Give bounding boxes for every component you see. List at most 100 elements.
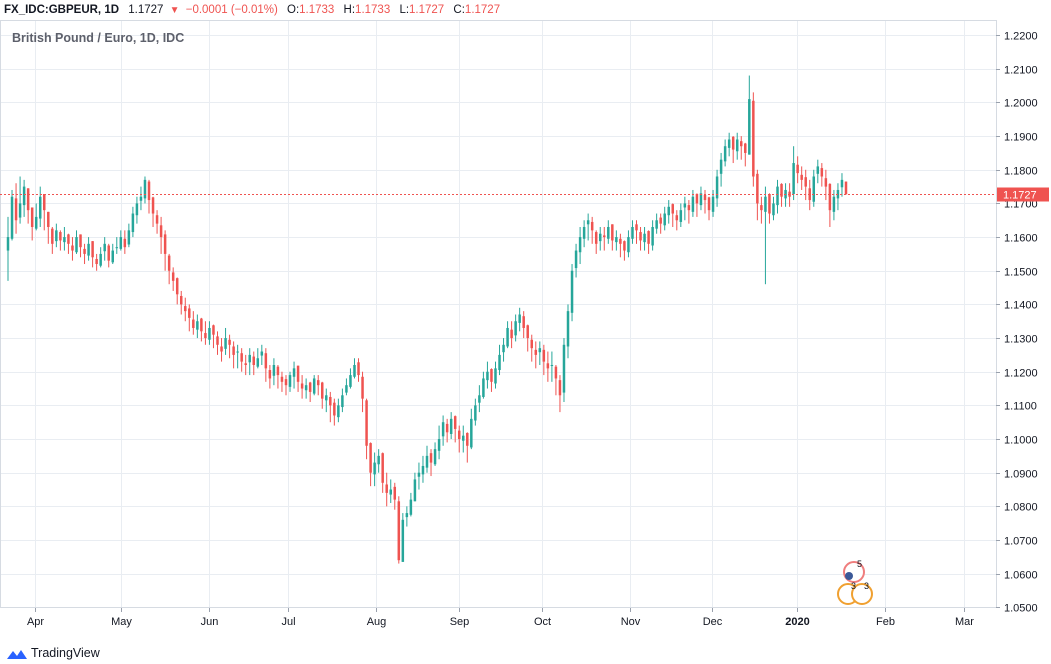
candle-body — [381, 453, 384, 483]
candle — [623, 240, 626, 261]
candle-body — [377, 455, 380, 465]
candle-body — [115, 247, 119, 249]
candle — [349, 368, 352, 389]
candle-body — [6, 237, 10, 251]
y-tick-label: 1.2200 — [1004, 31, 1038, 43]
last-price-value: 1.1727 — [128, 4, 164, 16]
close-value: 1.1727 — [464, 4, 501, 16]
candle — [6, 216, 10, 281]
candle-body — [280, 376, 284, 382]
candle-body — [437, 439, 441, 451]
open-label: O: — [287, 4, 300, 16]
candle — [95, 253, 98, 271]
candle — [723, 139, 727, 167]
candle — [840, 173, 844, 197]
candle — [47, 211, 50, 244]
candle-body — [478, 395, 481, 403]
candle-body — [687, 205, 691, 211]
candle-body — [647, 231, 650, 244]
candle — [300, 375, 304, 399]
candle — [123, 230, 127, 254]
y-tick-label: 1.1600 — [1004, 233, 1038, 245]
candle — [562, 338, 566, 403]
candle-body — [566, 311, 570, 347]
tradingview-logo[interactable]: TradingView — [6, 644, 100, 662]
candle — [558, 375, 562, 413]
candle — [103, 237, 106, 261]
y-tick-label: 1.1400 — [1004, 300, 1038, 312]
candle — [546, 351, 550, 382]
y-tick-label: 1.0900 — [1004, 469, 1038, 481]
candle-body — [578, 237, 582, 253]
candle — [474, 398, 477, 426]
candle — [220, 338, 223, 362]
candle-body — [462, 435, 465, 441]
candle — [433, 442, 437, 466]
event-badges[interactable]: 5 3 3 — [837, 559, 873, 605]
candle — [820, 163, 824, 187]
candle-body — [373, 462, 376, 475]
candle — [449, 412, 453, 440]
candle — [337, 398, 340, 423]
candle-body — [760, 205, 763, 211]
change-value: −0.0001 (−0.01%) — [185, 4, 278, 16]
candle — [341, 388, 344, 413]
candle — [748, 75, 751, 155]
candle — [377, 449, 380, 473]
candle — [550, 351, 554, 382]
candle-body — [83, 248, 86, 254]
candle — [280, 371, 284, 392]
x-tick-label: Jul — [281, 616, 295, 628]
candle-body — [308, 382, 312, 392]
candle-body — [546, 363, 550, 369]
candle-body — [582, 226, 586, 239]
x-tick-label: 2020 — [785, 616, 809, 628]
candle — [119, 230, 123, 251]
candle — [212, 324, 215, 349]
candle — [518, 307, 521, 332]
candle — [87, 237, 90, 261]
candle-body — [449, 418, 453, 434]
price-chart[interactable]: British Pound / Euro, 1D, IDC 1.0500 1.06… — [0, 20, 1051, 640]
candle — [760, 196, 763, 224]
candle — [405, 506, 409, 527]
candle-body — [792, 163, 795, 195]
candle-body — [321, 382, 324, 399]
candle — [744, 142, 747, 167]
candle-body — [474, 405, 477, 421]
candle-body — [159, 225, 163, 238]
candle — [63, 226, 66, 251]
candle-body — [695, 194, 699, 204]
candle — [590, 216, 594, 244]
candle-body — [288, 375, 292, 387]
candle — [34, 203, 38, 231]
candle-body — [10, 196, 14, 239]
candle-body — [619, 238, 622, 244]
candle — [727, 132, 731, 157]
candle-body — [413, 479, 417, 502]
candle — [147, 179, 151, 214]
candle-body — [723, 146, 727, 162]
candle — [14, 183, 18, 234]
candle — [462, 425, 465, 453]
candle — [542, 344, 546, 376]
candle-body — [542, 349, 546, 362]
x-axis[interactable]: Apr May Jun Jul Aug Sep Oct Nov Dec 2020 Feb Mar — [27, 608, 974, 628]
candle-body — [768, 194, 771, 214]
candle-body — [776, 186, 779, 206]
y-tick-label: 1.2000 — [1004, 98, 1038, 110]
candle — [466, 432, 469, 463]
candle — [554, 364, 558, 396]
candle-body — [284, 379, 288, 386]
candle — [256, 348, 260, 369]
candle-body — [393, 486, 397, 500]
candle-body — [453, 416, 457, 429]
candle-body — [643, 233, 646, 243]
symbol-label[interactable]: FX_IDC:GBPEUR, 1D — [4, 4, 120, 16]
event-flag-icon[interactable] — [851, 583, 873, 605]
candle — [731, 136, 735, 164]
candle — [127, 223, 131, 248]
candle-body — [155, 215, 159, 224]
candle — [208, 321, 211, 345]
y-axis[interactable]: 1.0500 1.0600 1.0700 1.0800 1.0900 1.1000 1.11… — [996, 31, 1038, 615]
